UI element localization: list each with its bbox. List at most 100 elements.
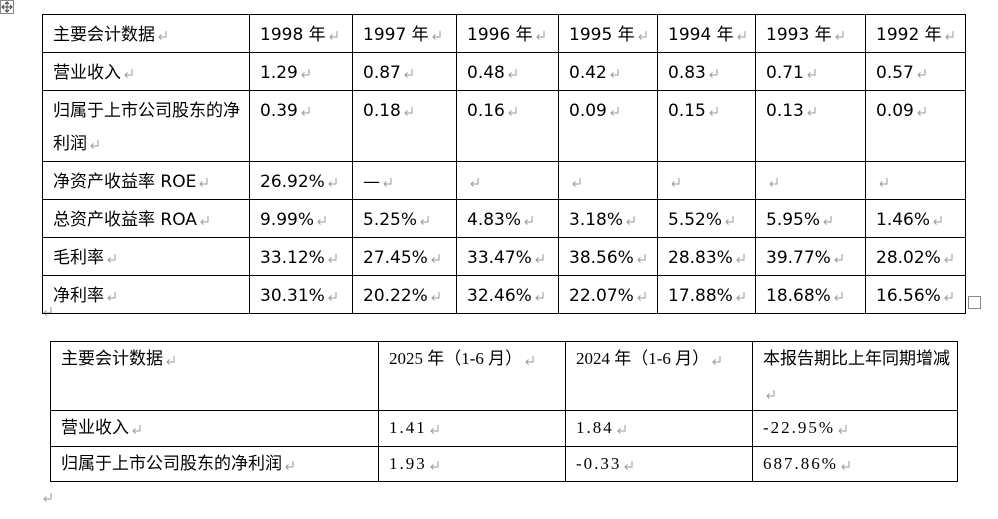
row-label: 营业收入 — [53, 63, 121, 83]
paragraph-mark — [523, 214, 535, 226]
table-cell: 1995 年 — [558, 14, 658, 53]
cell-value: 687.86% — [763, 454, 838, 473]
paragraph-mark — [198, 214, 210, 226]
paragraph-mark — [832, 252, 844, 264]
header-text: 1997 年 — [363, 25, 429, 45]
paragraph-mark — [833, 29, 845, 41]
paragraph-mark — [625, 214, 637, 226]
cell-value: 27.45% — [363, 248, 428, 268]
table-cell: 2024 年（1-6 月） — [565, 341, 753, 411]
header-text: 主要会计数据 — [61, 349, 163, 368]
table-cell: -0.33 — [565, 446, 753, 482]
paragraph-mark — [615, 423, 627, 435]
table-cell: 营业收入 — [50, 410, 379, 447]
table-cell: 5.52% — [657, 199, 756, 238]
paragraph-mark — [533, 252, 545, 264]
table-cell: 1997 年 — [352, 14, 457, 53]
paragraph-mark — [533, 290, 545, 302]
cell-value: 0.09 — [876, 101, 914, 121]
paragraph-mark — [635, 290, 647, 302]
cell-value: 0.09 — [569, 101, 607, 121]
paragraph-mark — [429, 252, 441, 264]
row-label: 总资产收益率 ROA — [53, 210, 197, 230]
table-cell: 归属于上市公司股东的净利润 — [42, 90, 250, 162]
paragraph-mark — [419, 214, 431, 226]
table-cell: 32.46% — [456, 275, 559, 314]
table-cell: 39.77% — [755, 237, 866, 276]
table-row: 营业收入 1.29 0.87 0.48 0.42 0.83 0.71 0.57 — [42, 52, 966, 91]
paragraph-mark — [326, 176, 338, 188]
table-cell: 5.25% — [352, 199, 457, 238]
table-cell: 2025 年（1-6 月） — [378, 341, 566, 411]
paragraph-mark — [735, 29, 747, 41]
table-resize-handle — [968, 296, 981, 309]
paragraph-mark — [724, 214, 736, 226]
cell-value: 3.18% — [569, 210, 624, 230]
paragraph-mark — [805, 67, 817, 79]
table-cell: 687.86% — [752, 446, 958, 482]
table-cell: 3.18% — [558, 199, 658, 238]
paragraph-mark — [299, 105, 311, 117]
header-row: 主要会计数据 2025 年（1-6 月） 2024 年（1-6 月） 本报告期比上年同… — [50, 341, 958, 411]
paragraph-mark — [131, 423, 142, 435]
paragraph-mark — [326, 252, 338, 264]
paragraph-mark — [670, 176, 681, 188]
paragraph-mark — [42, 492, 53, 503]
paragraph-mark — [636, 29, 648, 41]
paragraph-mark — [635, 252, 647, 264]
table-cell: 4.83% — [456, 199, 559, 238]
cell-value: 0.18 — [363, 101, 401, 121]
table-cell: 本报告期比上年同期增减 — [752, 341, 958, 411]
paragraph-mark — [382, 176, 393, 188]
table-cell: 营业收入 — [42, 52, 250, 91]
table-cell: 0.83 — [657, 52, 756, 91]
table-cell: 归属于上市公司股东的净利润 — [50, 446, 379, 482]
paragraph-mark — [822, 214, 834, 226]
header-text: 1998 年 — [260, 25, 326, 45]
table-cell: 0.15 — [657, 90, 756, 162]
table-move-handle — [0, 0, 14, 14]
paragraph-mark — [942, 290, 954, 302]
paragraph-mark — [832, 290, 844, 302]
row-label: 毛利率 — [53, 248, 104, 268]
paragraph-mark — [429, 290, 441, 302]
cell-value: 0.48 — [467, 63, 505, 83]
paragraph-mark — [734, 290, 746, 302]
header-text: 1995 年 — [569, 25, 635, 45]
row-label: 营业收入 — [61, 418, 129, 437]
table-cell: 1.41 — [378, 410, 566, 447]
paragraph-mark — [765, 388, 776, 400]
paragraph-mark — [327, 29, 339, 41]
table-cell: 16.56% — [865, 275, 966, 314]
paragraph-mark — [106, 252, 117, 264]
cell-value: 9.99% — [260, 210, 315, 230]
header-text: 主要会计数据 — [53, 25, 155, 45]
paragraph-mark — [608, 67, 620, 79]
cell-value: -22.95% — [763, 418, 836, 437]
table-cell: 33.47% — [456, 237, 559, 276]
table-cell: 1.93 — [378, 446, 566, 482]
cell-value: 1.29 — [260, 63, 298, 83]
table-cell: 0.09 — [558, 90, 658, 162]
table-cell: 0.16 — [456, 90, 559, 162]
table-cell: 0.13 — [755, 90, 866, 162]
table-cell: 1.84 — [565, 410, 753, 447]
table-cell: 主要会计数据 — [42, 14, 250, 53]
cell-value: 0.57 — [876, 63, 914, 83]
header-text: 2024 年（1-6 月） — [576, 349, 710, 368]
table-cell: -22.95% — [752, 410, 958, 447]
paragraph-mark — [326, 290, 338, 302]
paragraph-mark — [707, 67, 719, 79]
paragraph-mark — [623, 459, 635, 471]
table-cell: 1.46% — [865, 199, 966, 238]
paragraph-mark — [506, 105, 518, 117]
paragraph-mark — [430, 29, 442, 41]
cell-value: 33.47% — [467, 248, 532, 268]
table-row: 总资产收益率 ROA 9.99% 5.25% 4.83% 3.18% 5.52% 5.95%… — [42, 199, 966, 238]
table-row: 毛利率 33.12% 27.45% 33.47% 38.56% 28.83% 39.77% 2… — [42, 237, 966, 276]
paragraph-mark — [165, 354, 176, 366]
cell-value: 1.46% — [876, 210, 931, 230]
paragraph-mark — [734, 252, 746, 264]
table-row: 归属于上市公司股东的净利润 1.93 -0.33 687.86% — [50, 446, 958, 482]
cell-value: 17.88% — [668, 286, 733, 306]
